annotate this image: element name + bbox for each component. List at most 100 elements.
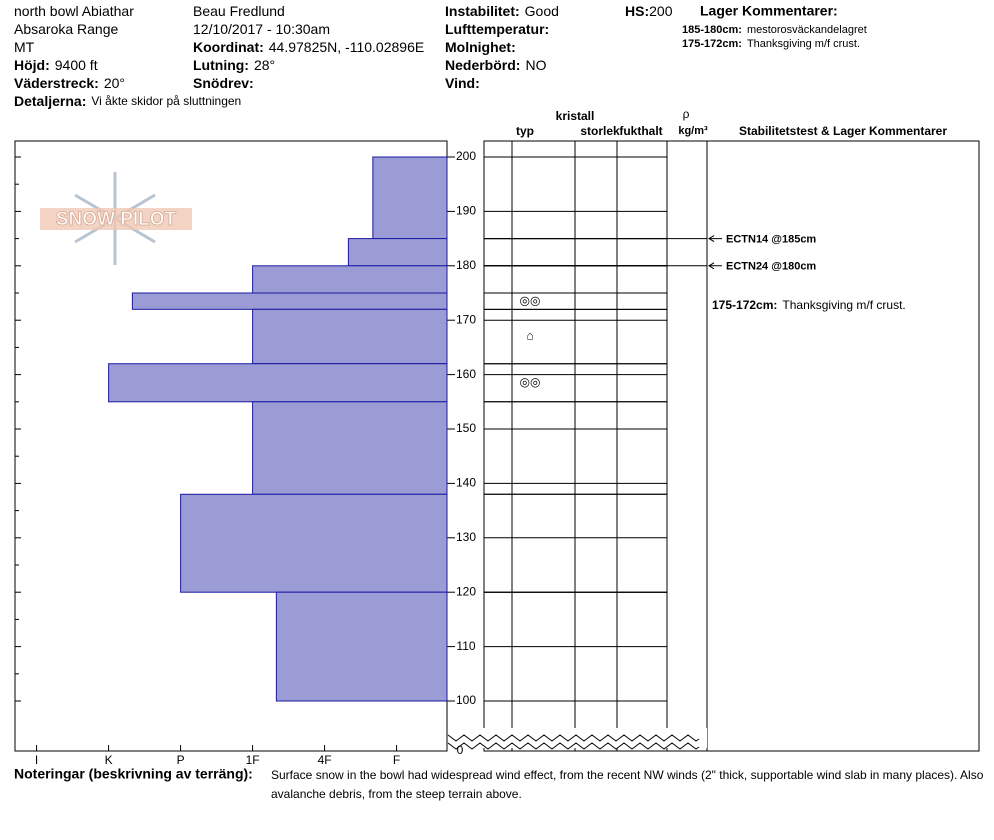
- field-label: Lutning:: [193, 57, 249, 73]
- x-tick-label: P: [177, 753, 185, 767]
- field: Lutning: 28°: [193, 57, 275, 73]
- layer: [108, 363, 448, 403]
- field-value: 20°: [104, 75, 125, 91]
- field-label: 175-172cm:: [712, 298, 777, 312]
- field-value: Good: [525, 3, 559, 19]
- field-value: NO: [525, 57, 546, 73]
- break-line: [447, 742, 700, 750]
- field: Nederbörd: NO: [445, 57, 547, 73]
- field-value: north bowl Abiathar: [14, 3, 134, 19]
- field: Beau Fredlund: [193, 3, 285, 19]
- x-tick-label: K: [105, 753, 113, 767]
- layer: [252, 401, 448, 495]
- field: MT: [14, 39, 35, 55]
- y-tick-label: 120: [456, 584, 476, 598]
- layer: [131, 292, 448, 310]
- layer: [180, 493, 448, 593]
- field-label: Detaljerna:: [14, 93, 86, 109]
- column-lines: [511, 141, 708, 751]
- x-tick-label: F: [393, 753, 400, 767]
- y-tick-label: 110: [456, 639, 475, 653]
- test-arrow: [708, 262, 722, 270]
- column-header: kg/m³: [678, 125, 708, 137]
- field: 185-180cm: mestorosväckandelagret: [682, 24, 867, 36]
- notes-line: avalanche debris, from the steep terrain…: [271, 787, 522, 801]
- y-base-label: 0: [457, 743, 464, 757]
- notes-line: Surface snow in the bowl had widespread …: [271, 768, 984, 782]
- field: 12/10/2017 - 10:30am: [193, 21, 330, 37]
- column-header: ρ: [683, 107, 690, 121]
- y-tick-label: 160: [456, 367, 476, 381]
- test-label: ECTN14 @185cm: [726, 234, 816, 246]
- field-label: Nederbörd:: [445, 57, 520, 73]
- layer: [275, 591, 448, 702]
- y-tick-label: 200: [456, 149, 476, 163]
- test-label: ECTN24 @180cm: [726, 261, 816, 273]
- layer: [252, 308, 448, 365]
- layer: [252, 265, 448, 294]
- y-tick-label: 130: [456, 530, 476, 544]
- x-tick-label: 4F: [318, 753, 332, 767]
- comments-title: Lager Kommentarer:: [700, 3, 838, 19]
- hs: HS:200: [625, 3, 673, 19]
- field-value: Beau Fredlund: [193, 3, 285, 19]
- field: Vind:: [445, 75, 480, 91]
- logo-band: [40, 208, 192, 230]
- grain-type: ◎◎: [520, 293, 541, 307]
- field-label: Vind:: [445, 75, 480, 91]
- field-label: Väderstreck:: [14, 75, 99, 91]
- test-arrow: [708, 235, 722, 243]
- field-label: Höjd:: [14, 57, 50, 73]
- field: Snödrev:: [193, 75, 254, 91]
- field-value: Thanksgiving m/f crust.: [747, 38, 860, 50]
- y-tick-label: 100: [456, 693, 476, 707]
- logo: SNOW PILOT: [56, 209, 177, 230]
- field: Molnighet:: [445, 39, 516, 55]
- layer: [372, 156, 448, 240]
- hs-label: HS:: [625, 3, 649, 19]
- field: Höjd: 9400 ft: [14, 57, 98, 73]
- field: 175-172cm: Thanksgiving m/f crust.: [682, 38, 860, 50]
- table-frame: [483, 140, 980, 752]
- field: Instabilitet: Good: [445, 3, 559, 19]
- column-header: storlek: [580, 124, 620, 138]
- field-value: 28°: [254, 57, 275, 73]
- y-tick-label: 170: [456, 312, 476, 326]
- layer: [347, 238, 448, 267]
- field-value: Thanksgiving m/f crust.: [782, 298, 905, 312]
- field: north bowl Abiathar: [14, 3, 134, 19]
- field-label: Molnighet:: [445, 39, 516, 55]
- grain-type: ◎◎: [520, 375, 541, 389]
- y-tick-label: 150: [456, 421, 476, 435]
- field: Koordinat: 44.97825N, -110.02896E: [193, 39, 424, 55]
- field-value: 12/10/2017 - 10:30am: [193, 21, 330, 37]
- field-value: Absaroka Range: [14, 21, 119, 37]
- field-label: Instabilitet:: [445, 3, 520, 19]
- y-tick-label: 180: [456, 258, 476, 272]
- x-tick-label: I: [35, 753, 38, 767]
- column-header: Stabilitetstest & Lager Kommentarer: [739, 124, 947, 138]
- grain-type: ⌂: [526, 329, 533, 343]
- field-label: 175-172cm:: [682, 38, 742, 50]
- field: Lufttemperatur:: [445, 21, 549, 37]
- y-tick-label: 190: [456, 204, 476, 218]
- field-label: 185-180cm:: [682, 24, 742, 36]
- field-value: 44.97825N, -110.02896E: [269, 39, 424, 55]
- x-tick-label: 1F: [246, 753, 260, 767]
- column-header: kristall: [556, 109, 595, 123]
- hs-value: 200: [649, 3, 673, 19]
- field-label: Snödrev:: [193, 75, 254, 91]
- field-label: Lufttemperatur:: [445, 21, 549, 37]
- field-value: MT: [14, 39, 35, 55]
- notes-label: Noteringar (beskrivning av terräng):: [14, 766, 253, 782]
- break-line: [447, 734, 700, 742]
- field-value: mestorosväckandelagret: [747, 24, 867, 36]
- field: Detaljerna: Vi åkte skidor på sluttningen: [14, 93, 241, 109]
- field: Absaroka Range: [14, 21, 119, 37]
- column-header: typ: [516, 124, 534, 138]
- field: Väderstreck: 20°: [14, 75, 125, 91]
- column-header: fukthalt: [619, 124, 662, 138]
